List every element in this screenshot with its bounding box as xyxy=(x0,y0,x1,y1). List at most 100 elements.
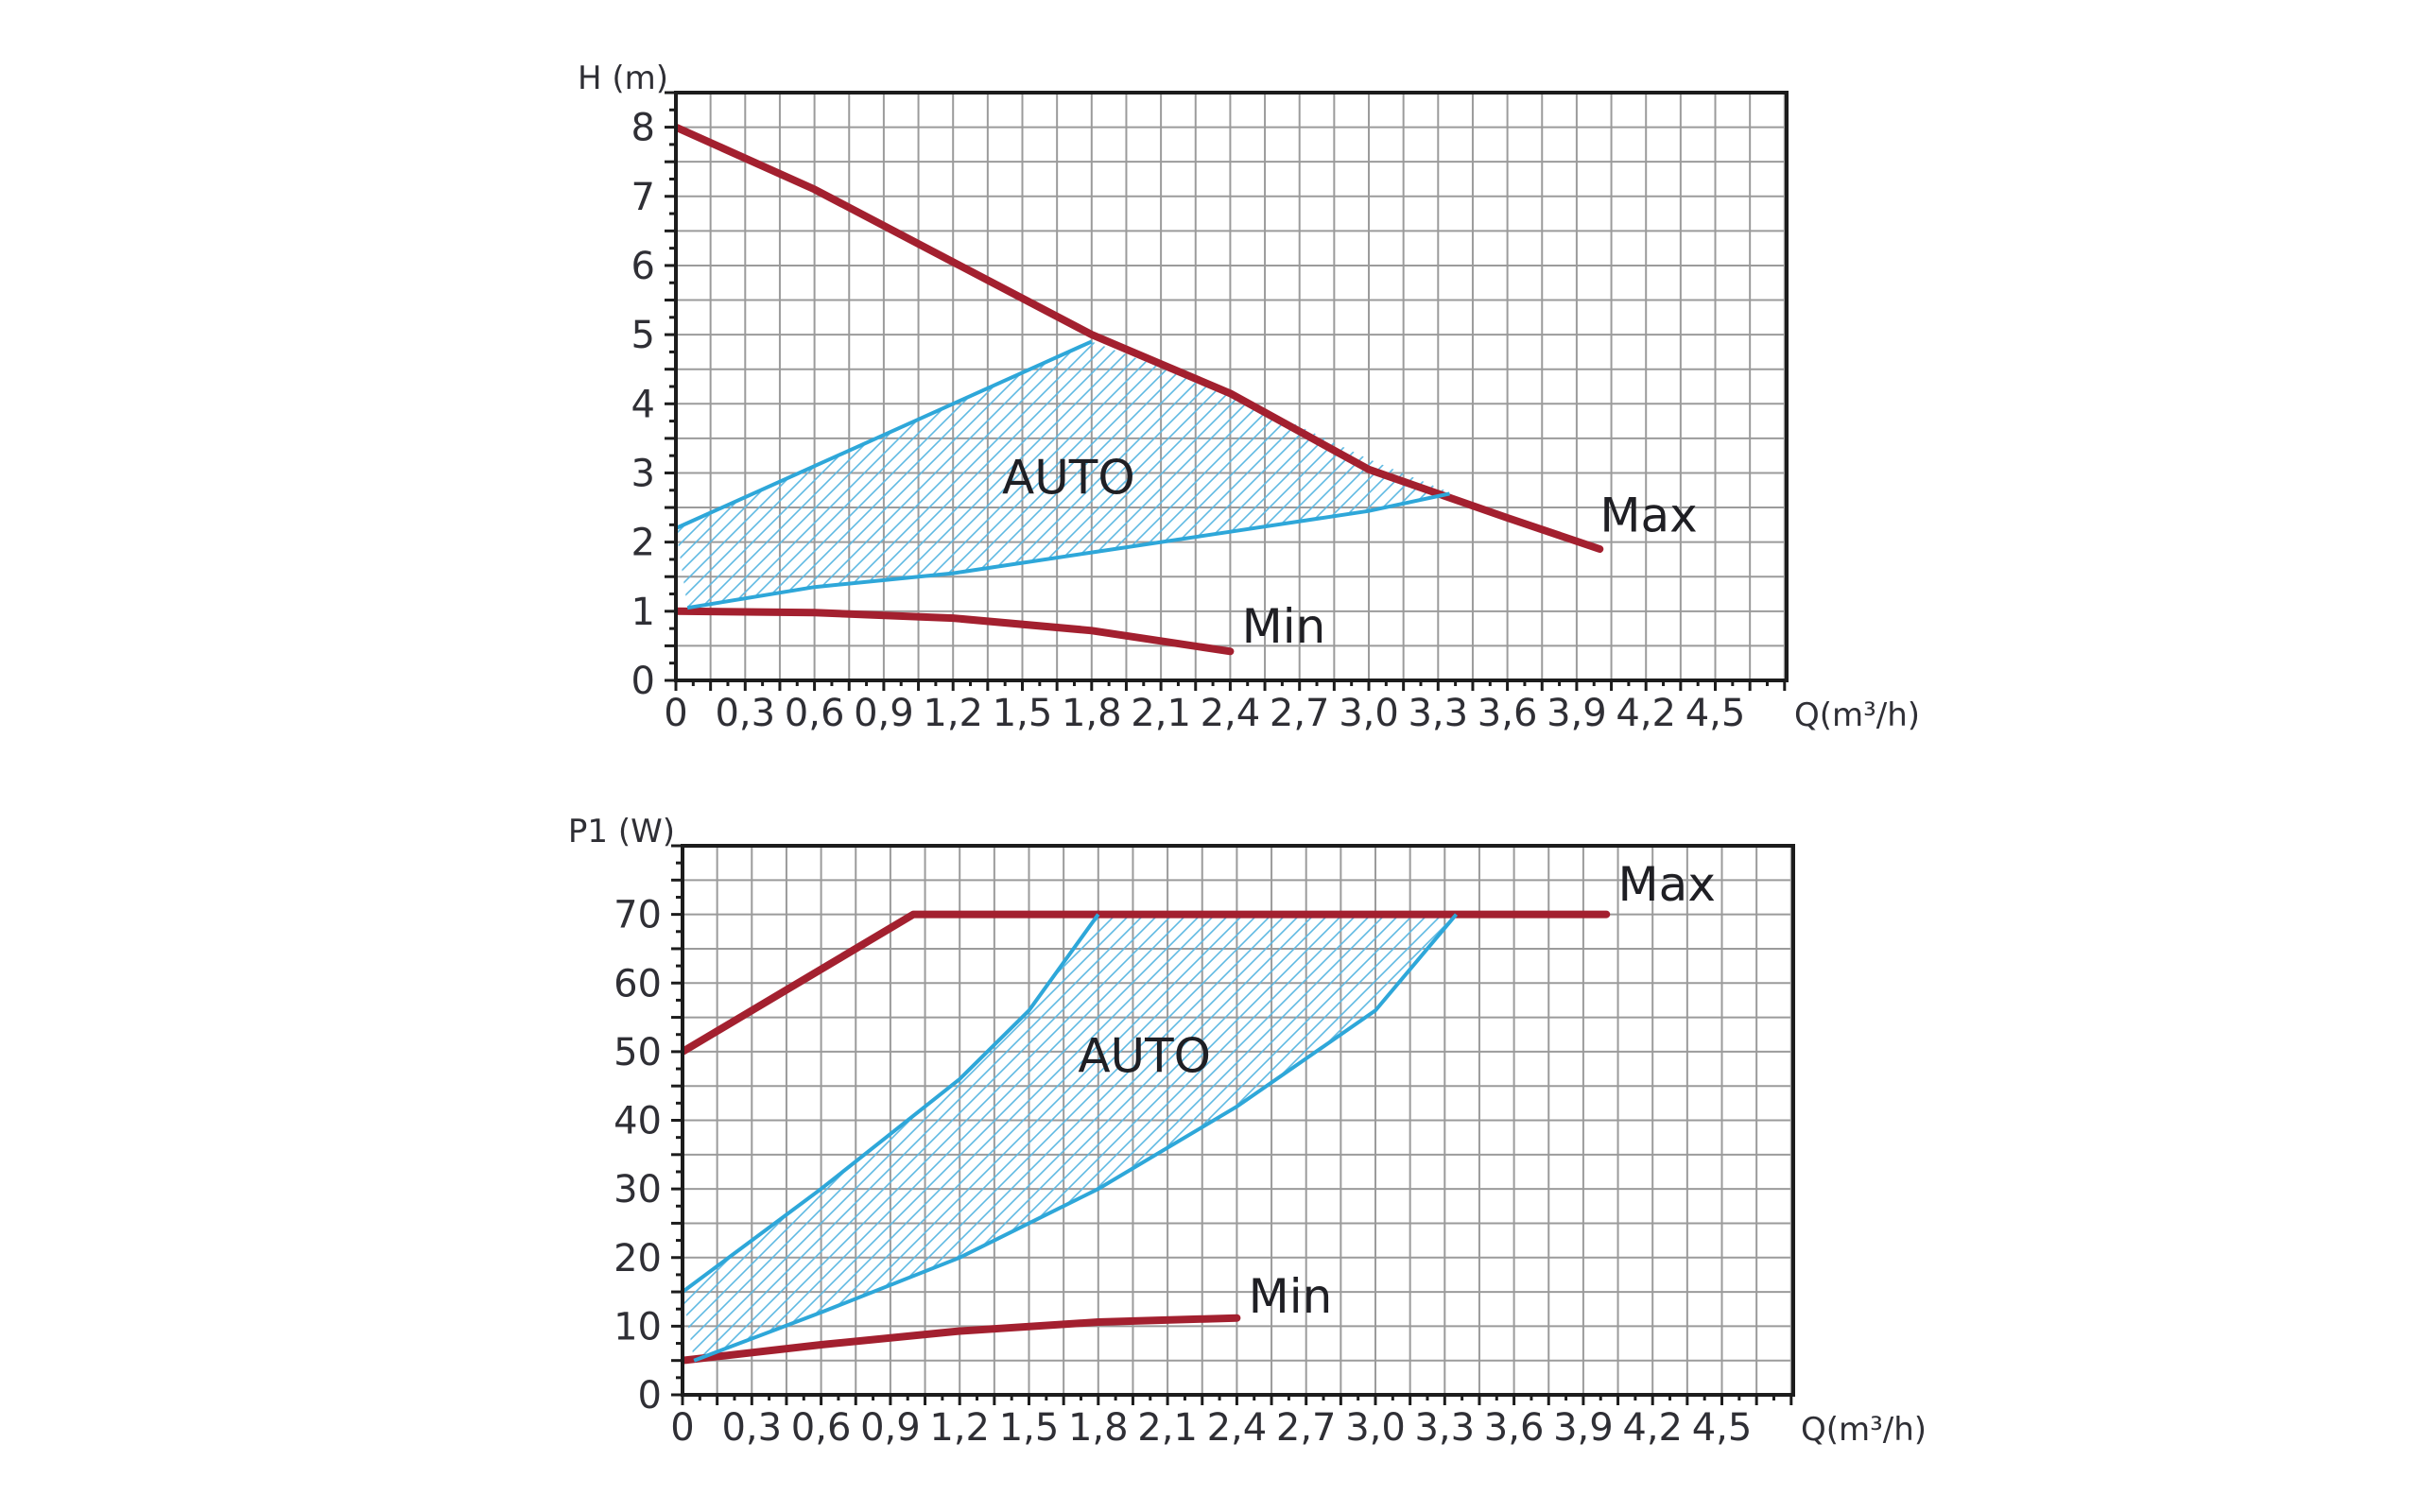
hatch-line xyxy=(676,341,691,609)
hatch-line xyxy=(676,341,918,609)
hatch-line xyxy=(0,639,229,1395)
x-tick-label: 1,8 xyxy=(1062,692,1122,735)
hatch-line xyxy=(676,341,1145,609)
x-tick-label: 2,1 xyxy=(1131,692,1191,735)
hatch-line xyxy=(869,341,1450,609)
hatch-line xyxy=(676,341,890,609)
hatch-line xyxy=(1990,0,2420,680)
hatch-line xyxy=(1550,0,2307,680)
hatch-line xyxy=(826,341,1450,609)
hatch-line xyxy=(676,341,1088,609)
hatch-line xyxy=(0,0,279,680)
hatch-line xyxy=(676,341,1414,609)
hatch-line xyxy=(684,341,1443,609)
grid xyxy=(676,93,1787,680)
hatch-line xyxy=(683,914,712,1361)
hatch-line xyxy=(1869,639,2420,1395)
hatch-line xyxy=(1322,341,1450,609)
hatch-line xyxy=(676,341,875,609)
hatch-line xyxy=(0,0,151,680)
hatch-line xyxy=(0,639,300,1395)
hatch-line xyxy=(0,639,342,1395)
hatch-line xyxy=(940,341,1450,609)
hatch-line xyxy=(1706,0,2420,680)
hatch-line xyxy=(0,0,449,680)
x-tick-label: 1,5 xyxy=(999,1406,1060,1450)
hatch-line xyxy=(1954,639,2420,1395)
y-tick-label: 2 xyxy=(631,522,655,565)
hatch-line xyxy=(0,639,328,1395)
hatch-line xyxy=(0,639,243,1395)
hatch-line xyxy=(1933,0,2420,680)
hatch-line xyxy=(0,639,200,1395)
hatch-line xyxy=(1522,0,2278,680)
hatch-line xyxy=(1996,639,2420,1395)
hatch-line xyxy=(0,639,470,1395)
x-tick-label: 4,5 xyxy=(1692,1406,1753,1450)
hatch-line xyxy=(1812,639,2420,1395)
hatch-line xyxy=(0,0,137,680)
hatch-line xyxy=(1067,341,1450,609)
hatch-line xyxy=(0,639,413,1395)
hatch-line xyxy=(1280,341,1450,609)
hatch-line xyxy=(0,639,257,1395)
hatch-line xyxy=(676,341,989,609)
x-tick-label: 3,6 xyxy=(1484,1406,1545,1450)
hatch-line xyxy=(1905,0,2420,680)
hatch-line xyxy=(676,341,1187,609)
hatch-line xyxy=(0,0,364,680)
hatch-line xyxy=(1770,639,2420,1395)
x-axis-title: Q(m³/h) xyxy=(1801,1411,1927,1449)
hatch-line xyxy=(0,0,562,680)
min-curve xyxy=(676,607,1235,656)
hatch-line xyxy=(1926,639,2420,1395)
hatch-line xyxy=(0,0,378,680)
min-curve xyxy=(683,1314,1241,1365)
hatch-line xyxy=(1451,0,2207,680)
hatch-line xyxy=(683,914,1407,1361)
hatch-line xyxy=(676,341,677,609)
hatch-line xyxy=(1223,341,1450,609)
hatch-line xyxy=(1209,341,1450,609)
hatch-line xyxy=(769,341,1450,609)
hatch-line xyxy=(691,914,1449,1361)
hatch-line xyxy=(676,341,1074,609)
x-tick-label: 2,7 xyxy=(1270,692,1330,735)
hatch-line xyxy=(1351,341,1450,609)
hatch-line xyxy=(1911,639,2420,1395)
hatch-line xyxy=(812,341,1450,609)
y-axis-title: H (m) xyxy=(578,60,668,97)
x-tick-label: 2,4 xyxy=(1201,692,1261,735)
hatch-line xyxy=(705,914,1457,1361)
y-tick-label: 1 xyxy=(631,591,655,634)
hatch-line xyxy=(1266,341,1450,609)
y-tick-label: 10 xyxy=(614,1305,662,1349)
hatch-line xyxy=(0,0,321,680)
head-chart: 0 1 2 3 4 5 6 7 8 0 0,3 0,6 0,9 1,2 1,5 1,8 2,1 2,4 2,7 3,0… xyxy=(0,0,2420,735)
hatch-line xyxy=(925,341,1450,609)
hatch-line xyxy=(676,341,904,609)
hatch-line xyxy=(0,0,109,680)
hatch-line xyxy=(0,0,236,680)
hatch-line xyxy=(676,341,776,609)
hatch-line xyxy=(883,341,1450,609)
max-curve-label: Max xyxy=(1618,857,1716,912)
hatch-line xyxy=(699,341,1450,609)
hatch-line xyxy=(0,639,555,1395)
x-tick-label: 0,6 xyxy=(791,1406,852,1450)
hatch-line xyxy=(676,341,734,609)
hatch-line xyxy=(0,0,293,680)
x-tick-label: 2,1 xyxy=(1137,1406,1198,1450)
hatch-line xyxy=(0,0,548,680)
hatch-line xyxy=(1798,639,2420,1395)
min-curve-label: Min xyxy=(1249,1269,1333,1324)
hatch-line xyxy=(0,639,144,1395)
x-tick-label: 0 xyxy=(664,692,687,735)
hatch-line xyxy=(1763,0,2420,680)
hatch-line xyxy=(1564,0,2321,680)
hatch-line xyxy=(0,0,392,680)
hatch-line xyxy=(0,0,619,680)
hatch-line xyxy=(676,341,1258,609)
hatch-line xyxy=(1755,639,2420,1395)
hatch-line xyxy=(0,0,165,680)
